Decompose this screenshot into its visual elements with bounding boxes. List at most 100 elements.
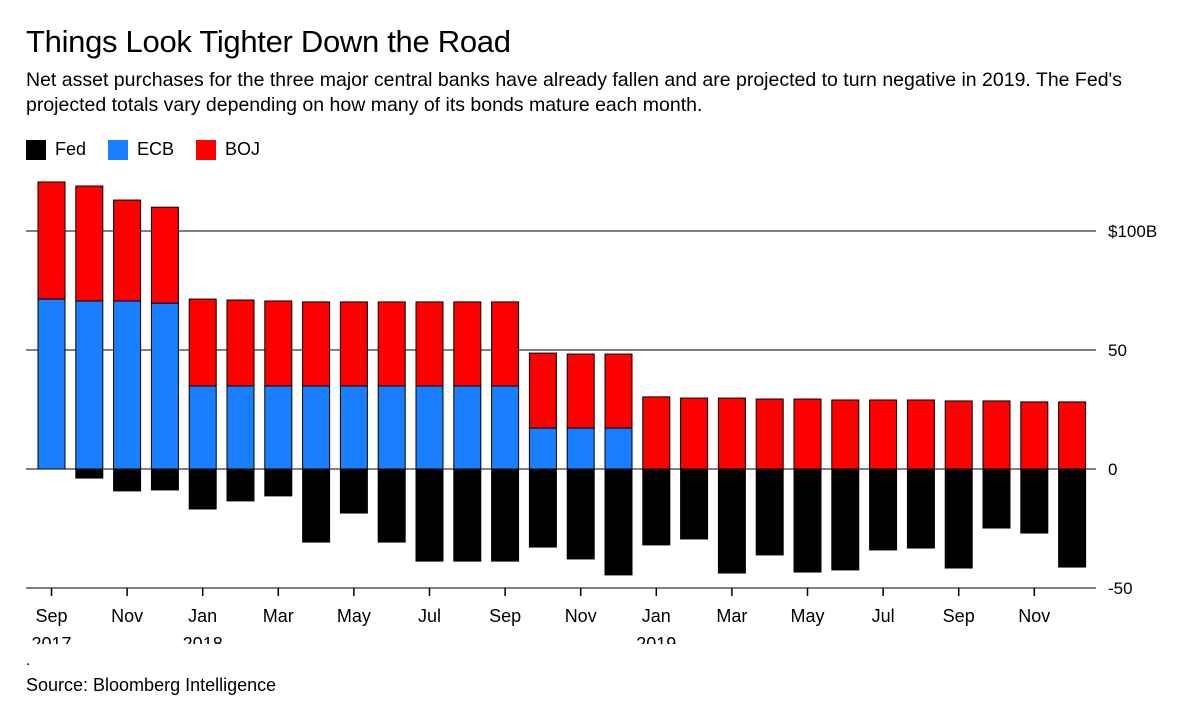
legend-label: Fed [55,139,87,159]
bar-ecb [604,427,633,470]
bar-fed [491,468,520,562]
bar-boj [226,299,255,387]
bar-ecb [566,427,595,470]
bar-ecb [264,385,293,470]
bar-boj [831,399,860,470]
bar-ecb [75,300,104,470]
bar-fed [944,468,973,569]
legend-swatch [108,139,129,160]
bar-ecb [37,298,66,470]
bar-ecb [188,385,217,470]
bar-fed [680,468,709,540]
x-tick-label: Jul [418,606,441,626]
bar-boj [1020,401,1049,470]
bar-boj [982,400,1011,470]
bar-boj [604,353,633,429]
bar-fed [377,468,406,543]
x-tick-label: Sep [35,606,67,626]
bar-fed [1058,468,1087,568]
bar-boj [869,399,898,470]
x-tick-label: Jan [188,606,217,626]
legend-item-fed: Fed [26,139,86,160]
bar-ecb [113,300,142,470]
x-tick-label: May [337,606,371,626]
bar-fed [869,468,898,551]
legend-label: BOJ [225,139,261,159]
legend-label: ECB [137,139,175,159]
bar-fed [415,468,444,562]
bar-fed [831,468,860,571]
x-tick-label: Nov [1018,606,1050,626]
bar-boj [566,353,595,429]
bar-fed [906,468,935,549]
bar-boj [1058,401,1087,470]
bar-fed [566,468,595,560]
bar-boj [642,396,671,470]
bar-boj [415,301,444,387]
bar-boj [793,398,822,470]
bar-boj [717,397,746,470]
bar-boj [75,185,104,302]
bar-boj [113,199,142,302]
bar-fed [642,468,671,546]
y-tick-label: 0 [1108,460,1117,479]
bar-ecb [377,385,406,470]
legend: Fed ECB BOJ [26,139,260,160]
source: Source: Bloomberg Intelligence [26,675,277,695]
x-tick-label: Nov [111,606,143,626]
bar-ecb [226,385,255,470]
note: . [26,652,31,669]
bar-fed [755,468,784,556]
bar-fed [150,468,179,491]
x-tick-label: May [790,606,824,626]
x-year-label: 2018 [183,634,223,654]
bar-ecb [491,385,520,470]
x-tick-label: Sep [489,606,521,626]
bar-boj [302,301,331,387]
bar-boj [37,181,66,300]
bar-ecb [528,427,557,470]
bar-fed [264,468,293,497]
bar-boj [188,298,217,387]
legend-item-boj: BOJ [196,139,260,160]
x-year-label: 2019 [636,634,676,654]
chart-title: Things Look Tighter Down the Road [26,24,511,59]
x-tick-label: Sep [943,606,975,626]
bar-boj [906,399,935,470]
y-tick-label: 50 [1108,341,1127,360]
legend-item-ecb: ECB [108,139,174,160]
bar-fed [75,468,104,479]
bar-fed [793,468,822,573]
x-tick-label: Jul [872,606,895,626]
bar-fed [339,468,368,514]
bar-fed [113,468,142,492]
bar-ecb [453,385,482,470]
x-year-label: 2017 [31,634,71,654]
legend-swatch [26,139,46,160]
x-tick-label: Nov [565,606,597,626]
x-tick-label: Mar [716,606,747,626]
bar-boj [453,301,482,387]
bar-boj [339,301,368,387]
bar-ecb [415,385,444,470]
chart-subtitle: Net asset purchases for the three major … [26,69,1123,116]
x-tick-label: Mar [263,606,294,626]
bar-ecb [339,385,368,470]
bar-boj [944,400,973,470]
bar-ecb [150,302,179,470]
bar-fed [188,468,217,510]
bar-fed [717,468,746,574]
bar-boj [150,206,179,304]
bar-fed [982,468,1011,529]
legend-swatch [196,139,217,160]
bar-fed [302,468,331,543]
bar-fed [453,468,482,562]
y-tick-label: $100B [1108,222,1157,241]
x-tick-label: Jan [642,606,671,626]
bar-boj [377,301,406,387]
bar-ecb [302,385,331,470]
bar-boj [264,300,293,387]
bar-boj [755,398,784,470]
bar-fed [1020,468,1049,534]
